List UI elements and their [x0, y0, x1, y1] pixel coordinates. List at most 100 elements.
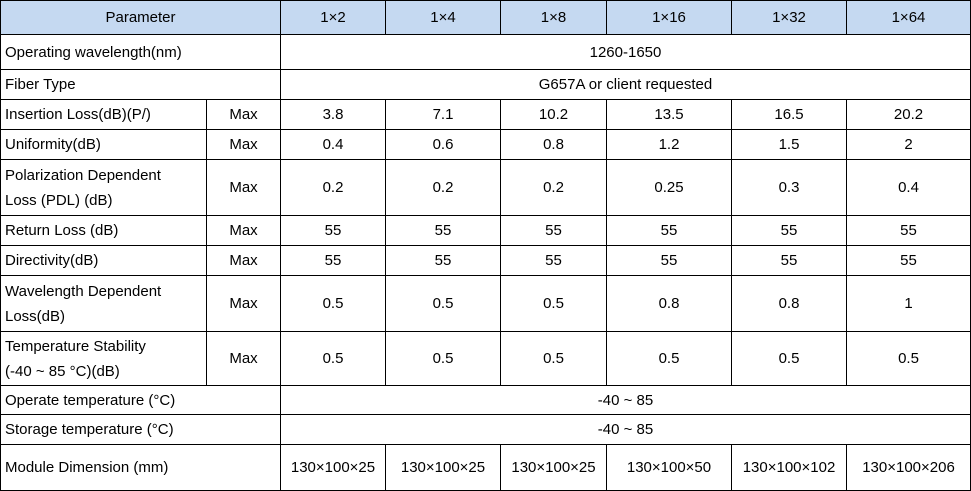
value-cell: 55 [606, 245, 732, 276]
value-cell: 0.6 [385, 129, 501, 160]
header-cell: 1×64 [846, 0, 971, 35]
label-line: Temperature Stability [5, 337, 146, 355]
qualifier: Max [206, 245, 281, 276]
label-line: Fiber Type [5, 76, 76, 93]
value-cell: 55 [500, 215, 607, 246]
value-cell: 0.2 [280, 159, 386, 216]
value-cell: 130×100×206 [846, 444, 971, 491]
table-row: Storage temperature (°C) -40 ~ 85 [0, 414, 971, 445]
value-cell: 55 [280, 215, 386, 246]
value-cell: 0.5 [280, 331, 386, 386]
label-line: Operating wavelength(nm) [5, 43, 182, 61]
value-cell: 0.5 [846, 331, 971, 386]
table-row: Operate temperature (°C) -40 ~ 85 [0, 385, 971, 415]
label-line: Polarization Dependent [5, 166, 161, 184]
value-cell: 0.2 [385, 159, 501, 216]
value-cell: 55 [731, 245, 847, 276]
table-row: Polarization Dependent Loss (PDL) (dB) Max… [0, 159, 971, 216]
table-row: Return Loss (dB) Max 55 55 55 55 55 55 [0, 215, 971, 246]
value-cell: 0.25 [606, 159, 732, 216]
header-parameter: Parameter [0, 0, 281, 35]
qualifier: Max [206, 129, 281, 160]
header-cell: 1×16 [606, 0, 732, 35]
qualifier: Max [206, 159, 281, 216]
row-label: Temperature Stability (-40 ~ 85 °C)(dB) [0, 331, 207, 386]
row-label: Polarization Dependent Loss (PDL) (dB) [0, 159, 207, 216]
qualifier: Max [206, 99, 281, 130]
value-cell: 0.5 [500, 331, 607, 386]
value-cell: 1.5 [731, 129, 847, 160]
value-cell: 0.8 [606, 275, 732, 332]
value-cell: 55 [606, 215, 732, 246]
row-label: Wavelength Dependent Loss(dB) [0, 275, 207, 332]
row-label: Storage temperature (°C) [0, 414, 281, 445]
value-cell: 13.5 [606, 99, 732, 130]
header-cell: 1×4 [385, 0, 501, 35]
table-row: Wavelength Dependent Loss(dB) Max 0.5 0.5 0.5… [0, 275, 971, 332]
header-row: Parameter 1×2 1×4 1×8 1×16 1×32 1×64 [0, 0, 971, 35]
table-row: Module Dimension (mm) 130×100×25 130×100×2… [0, 444, 971, 491]
label-line: (-40 ~ 85 °C)(dB) [5, 362, 120, 380]
value-cell: 16.5 [731, 99, 847, 130]
label-line: Insertion Loss(dB)(P/) [5, 106, 151, 123]
label-line: Loss(dB) [5, 307, 66, 325]
value-cell: 1 [846, 275, 971, 332]
merged-value: G657A or client requested [280, 69, 971, 100]
row-label: Module Dimension (mm) [0, 444, 281, 491]
value-cell: 0.2 [500, 159, 607, 216]
label-line: Loss (PDL) (dB) [5, 191, 113, 209]
label-line: Storage temperature (°C) [5, 421, 174, 438]
merged-value: -40 ~ 85 [280, 385, 971, 415]
value-cell: 130×100×25 [385, 444, 501, 491]
table-row: Uniformity(dB) Max 0.4 0.6 0.8 1.2 1.5 2 [0, 129, 971, 160]
label-line: Return Loss (dB) [5, 222, 119, 239]
table-row: Fiber Type G657A or client requested [0, 69, 971, 100]
row-label: Uniformity(dB) [0, 129, 207, 160]
value-cell: 0.4 [280, 129, 386, 160]
header-cell: 1×2 [280, 0, 386, 35]
value-cell: 7.1 [385, 99, 501, 130]
value-cell: 0.8 [500, 129, 607, 160]
qualifier: Max [206, 275, 281, 332]
value-cell: 55 [846, 215, 971, 246]
value-cell: 55 [500, 245, 607, 276]
row-label: Insertion Loss(dB)(P/) [0, 99, 207, 130]
value-cell: 130×100×25 [280, 444, 386, 491]
row-label: Return Loss (dB) [0, 215, 207, 246]
qualifier: Max [206, 215, 281, 246]
value-cell: 55 [385, 215, 501, 246]
header-cell: 1×8 [500, 0, 607, 35]
table-row: Operating wavelength(nm) 1260-1650 [0, 34, 971, 70]
value-cell: 0.5 [280, 275, 386, 332]
value-cell: 0.5 [731, 331, 847, 386]
value-cell: 3.8 [280, 99, 386, 130]
value-cell: 0.5 [606, 331, 732, 386]
row-label: Operating wavelength(nm) [0, 34, 281, 70]
row-label: Directivity(dB) [0, 245, 207, 276]
table-row: Insertion Loss(dB)(P/) Max 3.8 7.1 10.2 13.5 1… [0, 99, 971, 130]
value-cell: 20.2 [846, 99, 971, 130]
value-cell: 130×100×25 [500, 444, 607, 491]
label-line: Wavelength Dependent [5, 282, 162, 300]
value-cell: 0.5 [500, 275, 607, 332]
value-cell: 55 [280, 245, 386, 276]
value-cell: 55 [731, 215, 847, 246]
label-line: Directivity(dB) [5, 252, 99, 269]
value-cell: 1.2 [606, 129, 732, 160]
label-line: Module Dimension (mm) [5, 459, 169, 476]
value-cell: 2 [846, 129, 971, 160]
value-cell: 0.5 [385, 275, 501, 332]
value-cell: 0.8 [731, 275, 847, 332]
value-cell: 130×100×50 [606, 444, 732, 491]
value-cell: 55 [846, 245, 971, 276]
merged-value: 1260-1650 [280, 34, 971, 70]
label-line: Uniformity(dB) [5, 136, 101, 153]
header-cell: 1×32 [731, 0, 847, 35]
table-header: Parameter 1×2 1×4 1×8 1×16 1×32 1×64 [0, 0, 971, 35]
table-row: Directivity(dB) Max 55 55 55 55 55 55 [0, 245, 971, 276]
value-cell: 10.2 [500, 99, 607, 130]
qualifier: Max [206, 331, 281, 386]
table-body: Operating wavelength(nm) 1260-1650 Fiber T… [0, 34, 971, 491]
